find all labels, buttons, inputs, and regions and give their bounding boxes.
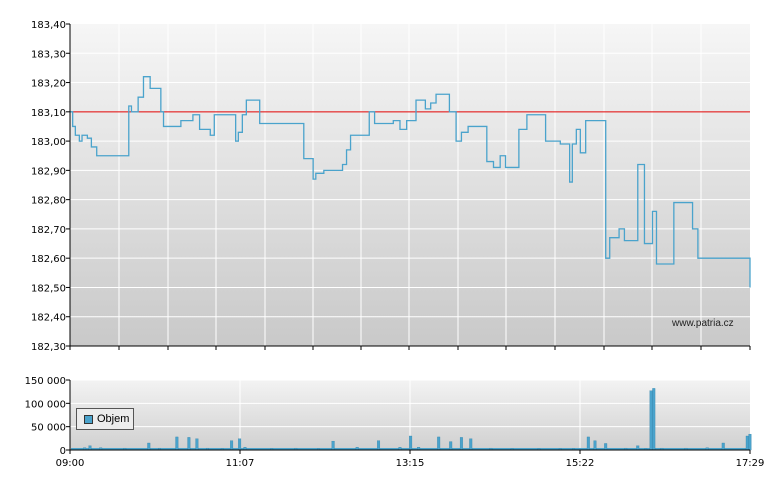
price-y-tick-label: 183,40 xyxy=(31,20,66,31)
price-y-tick-label: 183,00 xyxy=(31,137,66,148)
price-y-tick-label: 182,80 xyxy=(31,196,66,207)
price-y-tick-label: 182,40 xyxy=(31,313,66,324)
price-y-tick-label: 182,70 xyxy=(31,225,66,236)
volume-bar xyxy=(331,440,335,451)
volume-bar xyxy=(437,436,441,451)
price-plot-area xyxy=(70,24,750,346)
volume-grid xyxy=(70,379,750,450)
volume-bar xyxy=(409,435,413,451)
price-y-tick-label: 182,30 xyxy=(31,342,66,353)
price-y-tick-label: 183,10 xyxy=(31,108,66,119)
volume-bar xyxy=(230,440,234,451)
volume-bar xyxy=(449,441,453,451)
watermark: www.patria.cz xyxy=(672,318,734,329)
volume-bar xyxy=(459,437,463,451)
volume-y-tick-label: 100 000 xyxy=(25,399,66,410)
volume-y-axis: 150 000 100 000 50 000 0 xyxy=(25,376,70,457)
volume-bar xyxy=(604,443,608,451)
volume-bar xyxy=(636,445,640,451)
price-y-tick-label: 182,50 xyxy=(31,283,66,294)
volume-bar xyxy=(238,438,242,451)
volume-bar xyxy=(586,436,590,451)
volume-bar xyxy=(88,445,92,451)
volume-legend: Objem xyxy=(76,408,134,430)
legend-swatch xyxy=(84,415,93,424)
volume-y-tick-label: 0 xyxy=(60,446,66,457)
volume-y-tick-label: 50 000 xyxy=(31,423,66,434)
volume-bar xyxy=(652,388,656,451)
volume-x-tick-label: 13:15 xyxy=(396,458,425,469)
volume-bar xyxy=(175,436,179,451)
volume-x-tick-label: 17:29 xyxy=(736,458,765,469)
legend-label: Objem xyxy=(97,413,130,425)
price-y-tick-label: 183,20 xyxy=(31,79,66,90)
price-series-line xyxy=(70,76,751,288)
volume-bar xyxy=(195,438,199,451)
volume-bar xyxy=(147,442,151,451)
price-y-tick-label: 182,60 xyxy=(31,254,66,265)
price-y-tick-label: 182,90 xyxy=(31,166,66,177)
volume-bar xyxy=(748,433,752,451)
volume-y-tick-label: 150 000 xyxy=(25,376,66,387)
volume-bar xyxy=(377,440,381,451)
price-y-tick-label: 183,30 xyxy=(31,49,66,60)
volume-x-tick-label: 15:22 xyxy=(566,458,595,469)
volume-bar xyxy=(649,390,653,451)
volume-x-axis-labels: 09:00 11:07 13:15 15:22 17:29 xyxy=(56,450,765,469)
price-x-ticks xyxy=(69,346,751,350)
volume-bar xyxy=(593,440,597,451)
volume-bar xyxy=(745,435,749,451)
volume-x-tick-label: 11:07 xyxy=(226,458,255,469)
volume-x-tick-label: 09:00 xyxy=(56,458,85,469)
volume-bar xyxy=(721,442,725,451)
price-y-axis: 183,40 183,30 183,20 183,10 183,00 182,90 182,… xyxy=(31,20,70,353)
volume-bar xyxy=(187,437,191,451)
volume-bar xyxy=(469,438,473,451)
